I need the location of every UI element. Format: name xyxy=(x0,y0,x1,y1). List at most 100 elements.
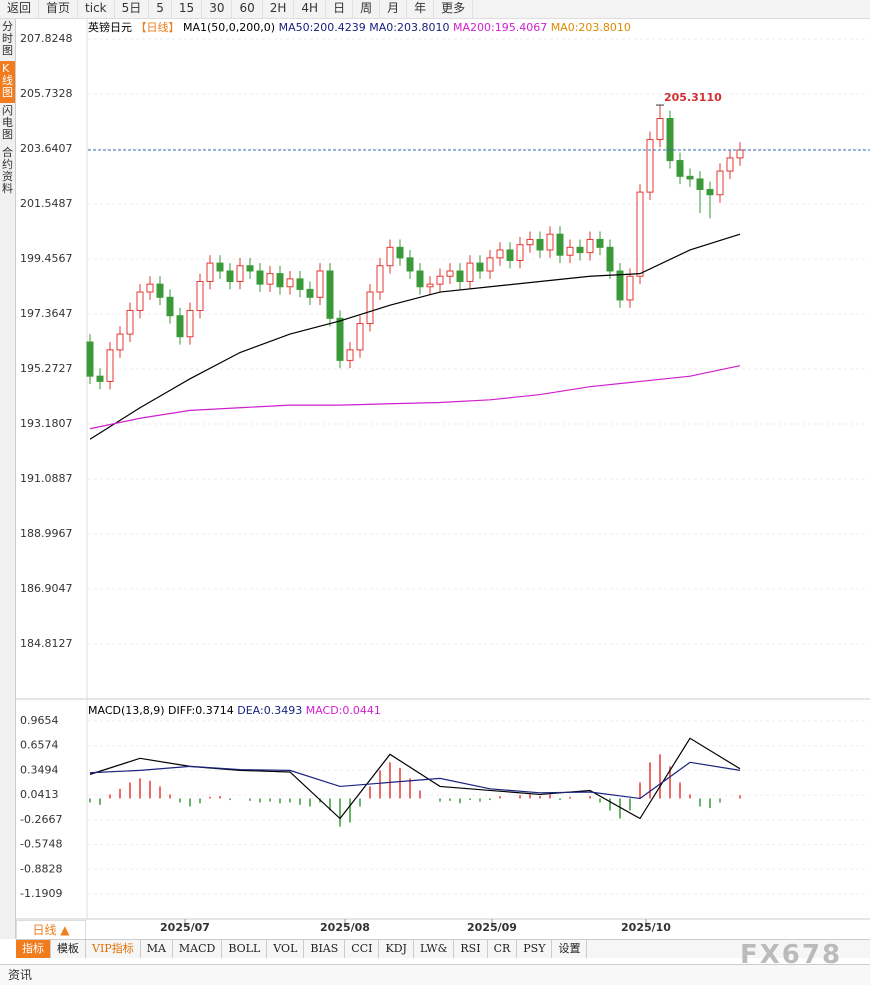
indicator-tab[interactable]: 指标 xyxy=(16,940,51,958)
indicator-tab[interactable]: VIP指标 xyxy=(86,940,141,958)
indicator-tab[interactable]: BIAS xyxy=(304,940,346,958)
indicator-tab[interactable]: RSI xyxy=(454,940,488,958)
candle-body xyxy=(226,270,234,283)
series-line xyxy=(89,761,741,800)
y-tick-label: -0.5748 xyxy=(20,838,62,851)
candle-body xyxy=(296,278,304,290)
candle-body xyxy=(656,117,664,141)
candle-body xyxy=(176,315,184,338)
toolbar-button[interactable]: 日 xyxy=(326,0,354,18)
x-tick-label: 2025/08 xyxy=(320,921,370,934)
toolbar-button[interactable]: 60 xyxy=(232,0,263,18)
y-tick-label: 184.8127 xyxy=(20,637,73,650)
candle-body xyxy=(556,233,564,256)
candle-body xyxy=(446,270,454,277)
y-tick-label: 0.3494 xyxy=(20,763,59,776)
toolbar-button[interactable]: 5 xyxy=(149,0,172,18)
candle-body xyxy=(636,191,644,277)
sidebar: 分时图 K线图 闪电图合约资料 xyxy=(0,19,16,939)
candle-body xyxy=(726,157,734,172)
period-button[interactable]: 日线 ▲ xyxy=(16,920,86,940)
indicator-tabs: 指标 模板 VIP指标 MA MACD BOLL VOL BIAS CCI KDJ LW& RSI CR… xyxy=(16,939,870,958)
indicator-tab[interactable]: CCI xyxy=(345,940,380,958)
candle-body xyxy=(136,291,144,311)
indicator-tab[interactable]: MA xyxy=(141,940,173,958)
indicator-tab[interactable]: 设置 xyxy=(552,940,588,958)
candle-body xyxy=(186,309,194,338)
candle-body xyxy=(346,349,354,361)
candle-body xyxy=(426,283,434,288)
indicator-tab[interactable]: PSY xyxy=(517,940,553,958)
chart-header: 英镑日元 【日线】 MA1(50,0,200,0) MA50:200.4239 … xyxy=(88,20,631,34)
toolbar-button[interactable]: tick xyxy=(78,0,115,18)
x-tick-label: 2025/10 xyxy=(621,921,671,934)
indicator-tab[interactable]: KDJ xyxy=(379,940,414,958)
sidebar-tab[interactable]: 闪电图 xyxy=(2,104,13,141)
candle-body xyxy=(356,323,364,351)
y-tick-label: 191.0887 xyxy=(20,472,73,485)
candle-body xyxy=(546,233,554,251)
series-line xyxy=(89,365,741,430)
candle-body xyxy=(436,275,444,285)
candle-body xyxy=(166,296,174,317)
toolbar-button[interactable]: 15 xyxy=(172,0,203,18)
candle-body xyxy=(706,188,714,196)
y-tick-label: 188.9967 xyxy=(20,527,73,540)
toolbar-button[interactable]: 5日 xyxy=(115,0,150,18)
series-line xyxy=(89,737,741,820)
x-tick-label: 2025/09 xyxy=(467,921,517,934)
candle-body xyxy=(526,238,534,246)
y-tick-label: 199.4567 xyxy=(20,252,73,265)
candle-body xyxy=(266,273,274,285)
indicator-tab[interactable]: MACD xyxy=(173,940,223,958)
legend-entry: MA0:203.8010 xyxy=(551,21,631,34)
indicator-tab[interactable]: VOL xyxy=(267,940,305,958)
candle-body xyxy=(536,238,544,251)
watermark: FX678 xyxy=(740,940,843,970)
news-bar[interactable]: 资讯 xyxy=(0,964,870,985)
toolbar-button[interactable]: 年 xyxy=(407,0,435,18)
toolbar-button[interactable]: 2H xyxy=(263,0,295,18)
candle-body xyxy=(496,249,504,259)
candle-body xyxy=(476,262,484,272)
candle-body xyxy=(586,238,594,254)
toolbar: 返回 首页 tick 5日 5 15 30 60 2H 4H 日周月年更多 xyxy=(0,0,870,19)
sidebar-tab[interactable]: 合约资料 xyxy=(2,146,13,195)
indicator-tab[interactable]: CR xyxy=(488,940,518,958)
candle-body xyxy=(96,375,104,382)
toolbar-button[interactable]: 首页 xyxy=(39,0,79,18)
toolbar-button[interactable]: 返回 xyxy=(0,0,40,18)
candle-body xyxy=(406,257,414,272)
candle-body xyxy=(286,278,294,288)
toolbar-button[interactable]: 周 xyxy=(353,0,381,18)
candle-body xyxy=(396,246,404,259)
candle-body xyxy=(696,178,704,190)
indicator-tab[interactable]: LW& xyxy=(414,940,455,958)
header-text: 英镑日元 xyxy=(88,20,136,34)
candle-body xyxy=(156,283,164,298)
toolbar-button[interactable]: 30 xyxy=(202,0,233,18)
candle-body xyxy=(606,246,614,272)
candle-body xyxy=(666,117,674,162)
candle-body xyxy=(616,270,624,301)
candle-body xyxy=(246,265,254,272)
y-tick-label: 203.6407 xyxy=(20,142,73,155)
candle-body xyxy=(86,341,94,377)
candle-body xyxy=(676,160,684,177)
candle-body xyxy=(306,288,314,298)
sidebar-tab[interactable]: K线图 xyxy=(0,61,15,103)
candle-body xyxy=(386,246,394,267)
candle-body xyxy=(486,257,494,272)
candle-body xyxy=(316,270,324,298)
sidebar-tab[interactable]: 分时图 xyxy=(2,20,13,57)
indicator-tab[interactable]: BOLL xyxy=(222,940,268,958)
y-tick-label: 195.2727 xyxy=(20,362,73,375)
indicator-tab[interactable]: 模板 xyxy=(51,940,86,958)
candle-body xyxy=(116,333,124,351)
candle-body xyxy=(216,262,224,272)
toolbar-button[interactable]: 4H xyxy=(294,0,327,18)
y-tick-label: 186.9047 xyxy=(20,582,73,595)
x-tick-label: 2025/07 xyxy=(160,921,210,934)
toolbar-button[interactable]: 月 xyxy=(380,0,408,18)
toolbar-button[interactable]: 更多 xyxy=(434,0,474,18)
